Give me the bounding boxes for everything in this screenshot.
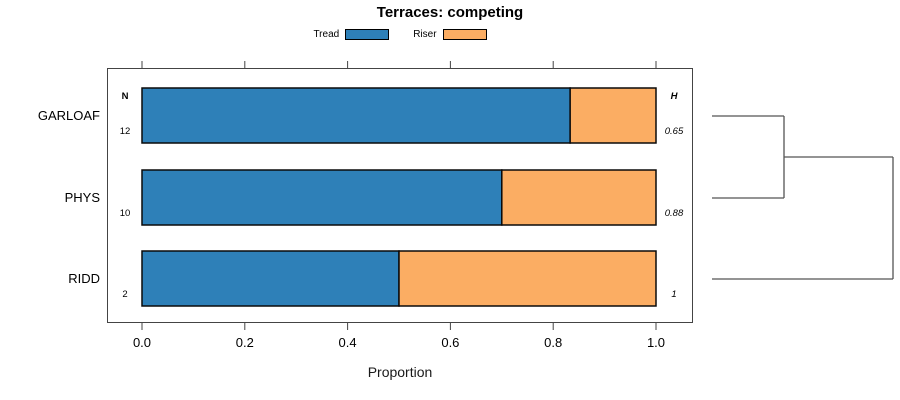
bar-segment-riser [501, 169, 657, 226]
n-value: 10 [119, 208, 131, 219]
legend-entry-riser: Riser [413, 28, 487, 40]
n-column-header: N [121, 91, 129, 102]
x-axis-tick-label: 0.4 [338, 335, 357, 350]
x-axis-tick-label: 0.0 [132, 335, 152, 350]
x-axis-tick-label: 0.8 [544, 335, 563, 350]
h-value: 0.88 [664, 208, 684, 219]
legend-swatch-riser [442, 28, 487, 40]
bar-segment-riser [569, 87, 657, 144]
category-label: PHYS [64, 189, 100, 205]
bar-segment-tread [141, 250, 400, 307]
bar-segment-riser [398, 250, 657, 307]
x-axis-tick-label: 1.0 [646, 335, 666, 350]
legend-swatch-tread [345, 28, 390, 40]
category-label: GARLOAF [37, 107, 100, 123]
x-axis-tick-label: 0.6 [441, 335, 460, 350]
n-value: 2 [122, 289, 128, 300]
x-axis-label: Proportion [367, 364, 433, 380]
h-value: 0.65 [664, 126, 684, 137]
x-axis-tick-label: 0.2 [235, 335, 254, 350]
category-label: RIDD [68, 270, 100, 286]
legend-entry-tread: Tread [313, 28, 390, 40]
chart-title: Terraces: competing [376, 4, 524, 21]
bar-segment-tread [141, 169, 503, 226]
h-column-header: H [670, 91, 678, 102]
n-value: 12 [119, 126, 131, 137]
legend-label: Riser [413, 28, 437, 40]
h-value: 1 [671, 289, 677, 300]
bar-segment-tread [141, 87, 571, 144]
legend-label: Tread [313, 28, 340, 40]
plot-area [107, 68, 693, 323]
legend: Tread Riser [107, 26, 693, 42]
